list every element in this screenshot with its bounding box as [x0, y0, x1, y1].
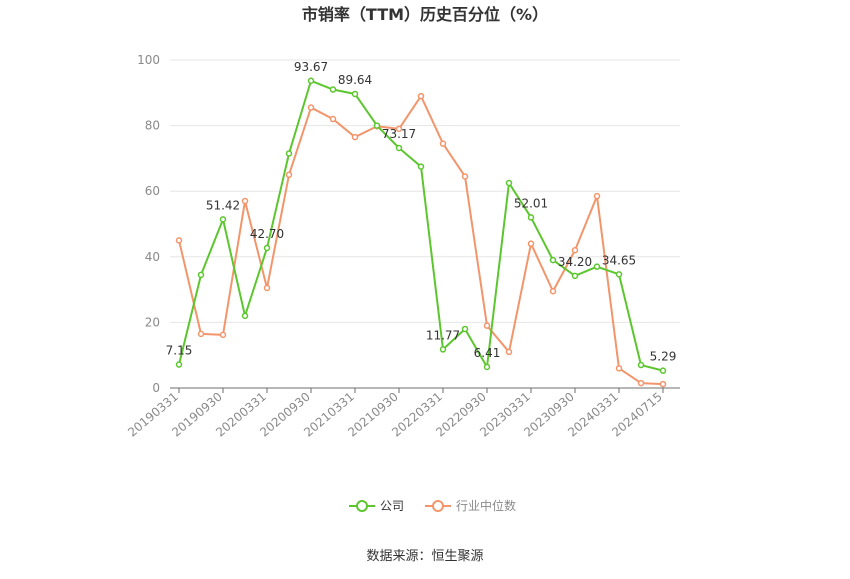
y-tick-label: 20 [145, 315, 160, 329]
axes: 0204060801002019033120190930202003312020… [125, 53, 680, 440]
data-label: 6.41 [474, 346, 501, 360]
data-point-company [197, 271, 205, 279]
source-note: 数据来源：恒生聚源 [366, 549, 483, 564]
data-label: 7.15 [166, 344, 193, 358]
data-point-company [285, 150, 293, 157]
data-point-company [351, 90, 359, 98]
data-point-industry-median [615, 365, 623, 372]
data-point-industry-median [241, 197, 249, 205]
data-point-industry-median [505, 348, 513, 356]
data-point-company [175, 361, 183, 368]
series [175, 77, 667, 388]
data-label: 11.77 [426, 328, 460, 342]
legend-label-company: 公司 [380, 499, 404, 513]
data-point-industry-median [219, 331, 227, 339]
legend: 公司 行业中位数 [349, 498, 516, 513]
data-point-company [527, 214, 535, 221]
data-point-company [241, 312, 249, 320]
data-label: 34.65 [602, 253, 636, 267]
legend-marker-company [356, 500, 368, 512]
data-point-industry-median [483, 322, 491, 329]
data-label: 51.42 [206, 198, 240, 212]
data-label: 93.67 [294, 60, 328, 74]
data-point-industry-median [593, 192, 601, 200]
y-tick-label: 80 [145, 119, 160, 133]
data-point-company [505, 179, 513, 187]
data-point-company [593, 263, 601, 270]
data-point-company [263, 244, 271, 252]
data-point-industry-median [351, 133, 359, 141]
data-point-industry-median [395, 125, 403, 133]
data-point-industry-median [439, 140, 447, 147]
data-point-industry-median [417, 92, 425, 100]
data-point-company [659, 367, 667, 374]
legend-marker-industry-median [432, 500, 444, 512]
data-point-company [395, 144, 403, 152]
data-point-company [615, 271, 623, 278]
y-tick-label: 0 [152, 381, 160, 395]
data-label: 42.70 [250, 227, 284, 241]
data-point-company [549, 256, 557, 264]
data-point-industry-median [549, 287, 557, 295]
chart-title: 市销率（TTM）历史百分位（%） [302, 5, 548, 24]
data-point-industry-median [263, 284, 271, 292]
data-point-company [461, 325, 469, 333]
data-point-industry-median [175, 237, 183, 244]
legend-label-industry-median: 行业中位数 [456, 498, 516, 513]
data-point-industry-median [461, 173, 469, 180]
data-point-industry-median [307, 104, 315, 111]
y-tick-label: 40 [145, 250, 160, 264]
data-point-industry-median [197, 330, 205, 338]
data-point-industry-median [659, 380, 667, 388]
data-point-industry-median [527, 240, 535, 247]
data-label: 34.20 [558, 255, 592, 269]
data-label: 52.01 [514, 196, 548, 210]
data-point-industry-median [571, 246, 579, 254]
data-point-company [571, 272, 579, 280]
data-point-company [373, 122, 381, 129]
data-point-company [307, 77, 315, 85]
data-point-industry-median [285, 171, 293, 179]
y-tick-label: 100 [137, 53, 160, 67]
data-label: 73.17 [382, 127, 416, 141]
data-label: 5.29 [650, 350, 677, 364]
data-labels: 7.15 51.42 42.70 93.67 89.64 73.17 11.77 6.41 52… [166, 60, 677, 364]
data-point-company [417, 163, 425, 170]
data-point-company [329, 86, 337, 93]
data-point-company [219, 216, 227, 223]
data-point-company [483, 363, 491, 371]
y-tick-label: 60 [145, 184, 160, 198]
data-point-company [439, 346, 447, 353]
grid [170, 59, 680, 323]
data-point-industry-median [637, 379, 645, 387]
data-label: 89.64 [338, 73, 372, 87]
data-point-industry-median [329, 115, 337, 123]
data-point-company [637, 361, 645, 369]
